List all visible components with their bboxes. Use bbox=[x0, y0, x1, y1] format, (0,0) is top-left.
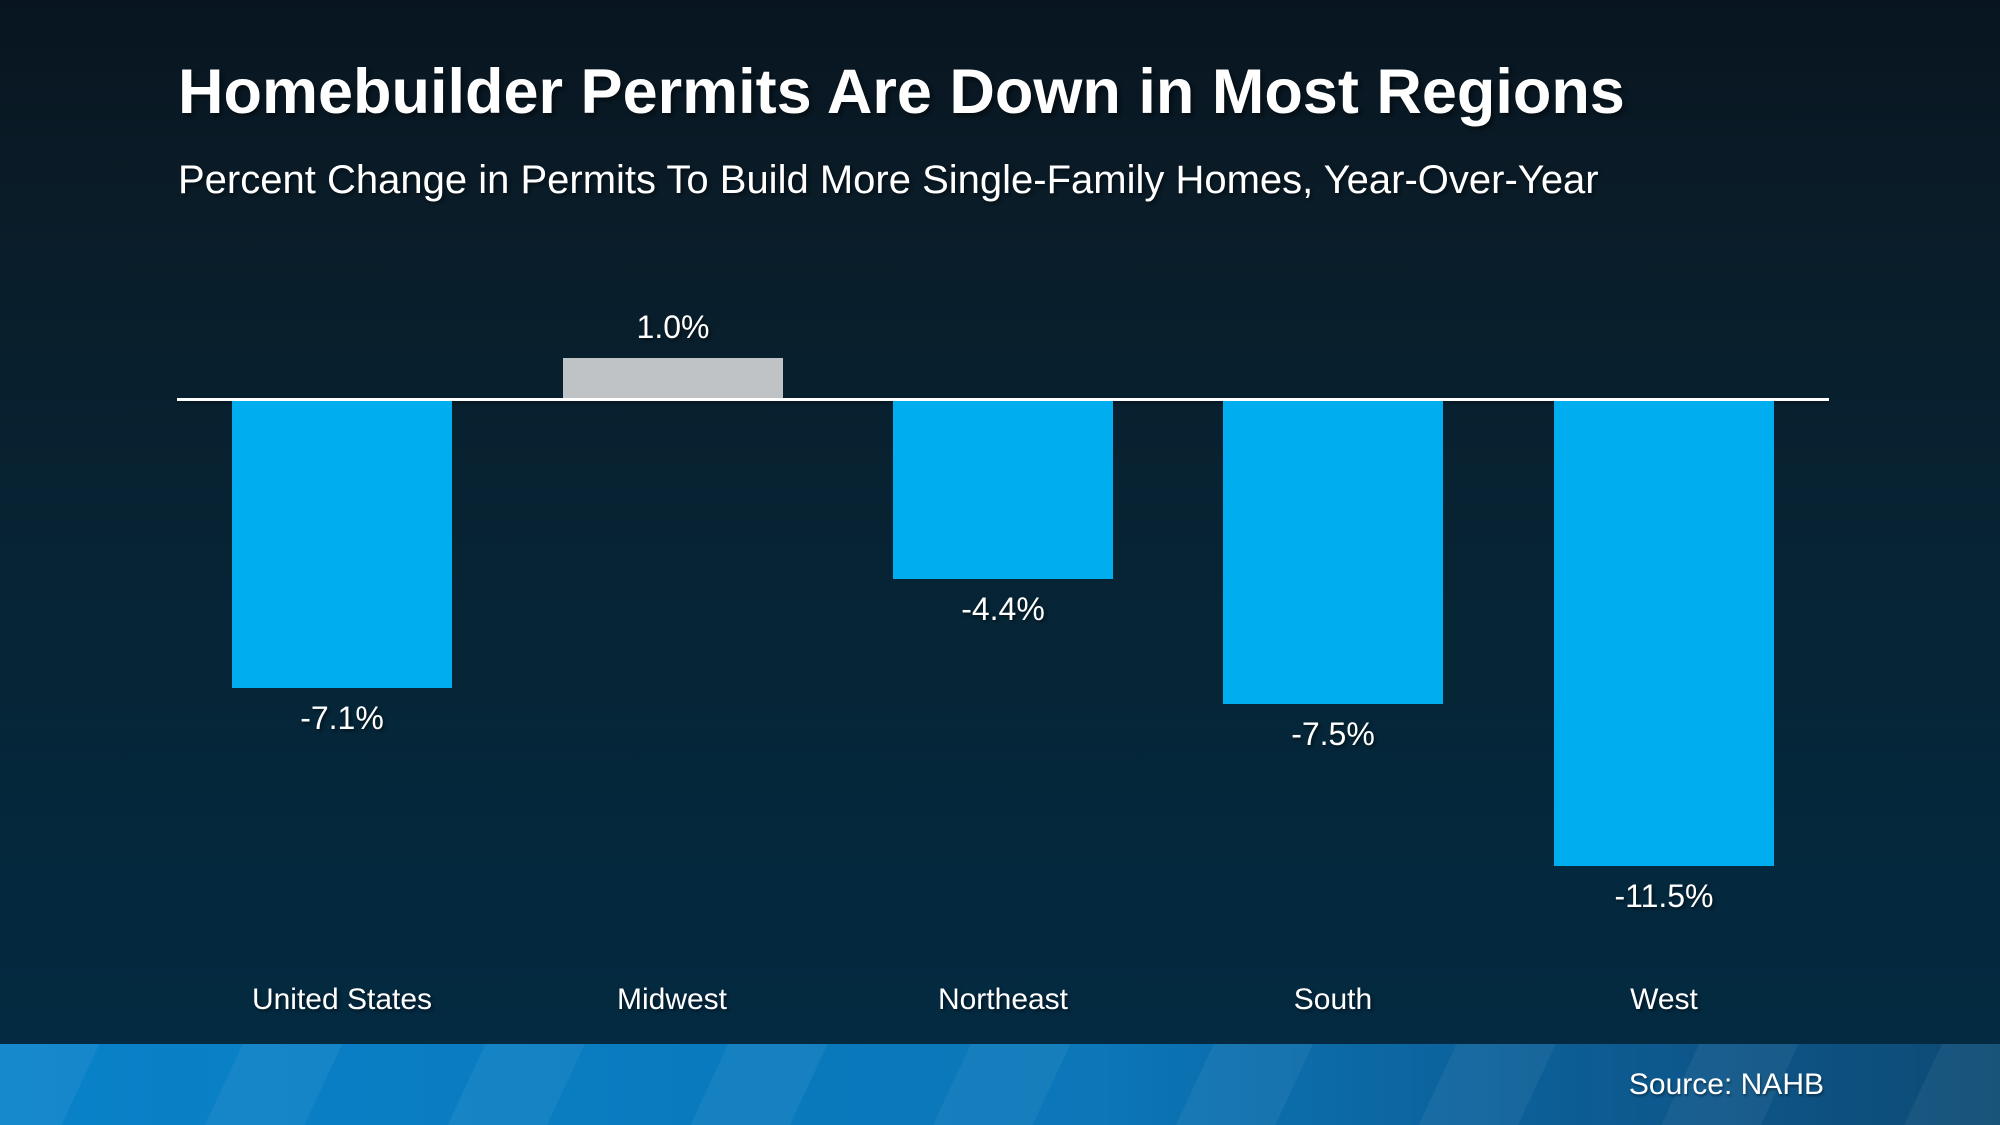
value-label: -7.5% bbox=[1291, 716, 1375, 752]
category-label: South bbox=[1293, 983, 1373, 1016]
zero-axis-line bbox=[177, 398, 1829, 401]
bar-midwest bbox=[563, 358, 783, 398]
value-label: -4.4% bbox=[961, 591, 1045, 627]
chart-subtitle: Percent Change in Permits To Build More … bbox=[178, 158, 1599, 202]
category-label: Midwest bbox=[616, 983, 728, 1016]
bar-west bbox=[1554, 401, 1774, 866]
value-label: -11.5% bbox=[1614, 878, 1714, 914]
bar-northeast bbox=[893, 401, 1113, 579]
source-attribution: Source: NAHB bbox=[1628, 1067, 1824, 1101]
category-label: United States bbox=[251, 983, 433, 1016]
value-label: -7.1% bbox=[300, 700, 384, 736]
category-label: Northeast bbox=[937, 983, 1069, 1016]
category-label: West bbox=[1630, 983, 1698, 1016]
footer-bar: Source: NAHB bbox=[0, 1044, 2000, 1125]
value-label: 1.0% bbox=[636, 309, 710, 345]
bar-south bbox=[1223, 401, 1443, 704]
chart-title: Homebuilder Permits Are Down in Most Reg… bbox=[178, 57, 1625, 127]
bar-united-states bbox=[232, 401, 452, 688]
